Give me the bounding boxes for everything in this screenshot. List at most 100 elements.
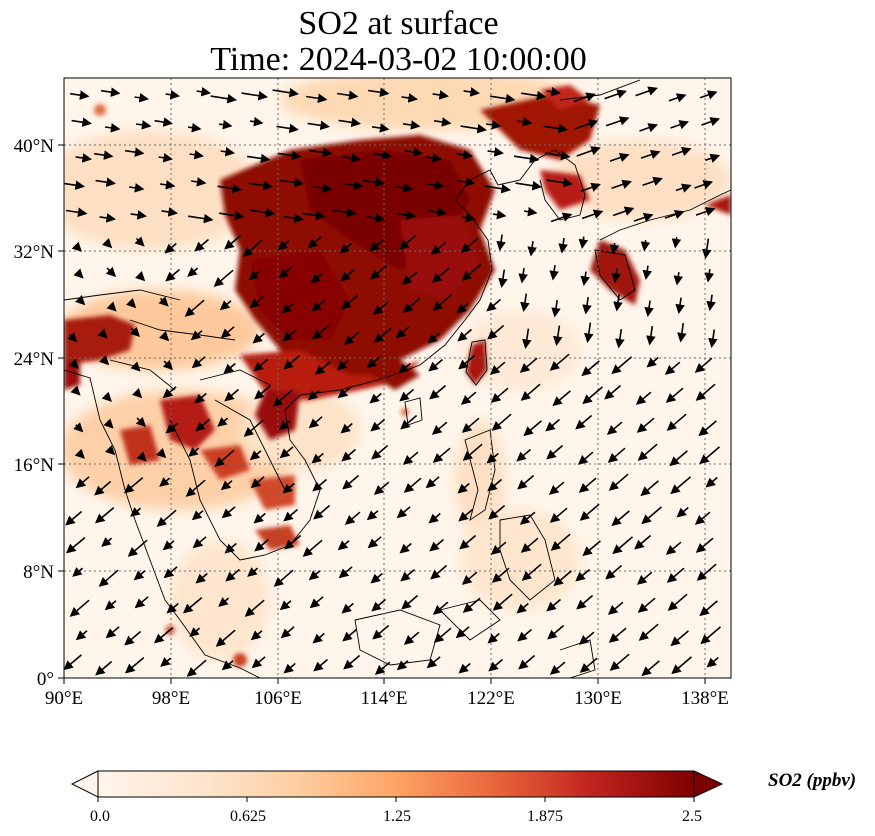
wind-vector: [272, 87, 299, 98]
wind-vector: [670, 476, 692, 495]
wind-vector: [429, 384, 447, 400]
wind-vector: [432, 293, 453, 311]
wind-vector: [162, 540, 175, 551]
wind-vector: [431, 267, 450, 283]
wind-vector: [369, 238, 385, 252]
axis-ticks: [58, 144, 706, 684]
wind-vector: [611, 356, 633, 375]
wind-vector: [490, 387, 509, 403]
wind-vector: [425, 153, 442, 163]
wind-vector: [584, 322, 594, 343]
wind-vector: [313, 504, 331, 520]
wind-vector: [487, 478, 503, 492]
so2-field: [64, 78, 731, 678]
map-frame: [63, 77, 732, 679]
wind-vector: [310, 272, 323, 284]
wind-vector: [702, 238, 712, 259]
wind-vector: [517, 474, 535, 490]
wind-vector: [191, 510, 204, 521]
wind-vector: [644, 300, 654, 317]
wind-vector: [489, 361, 506, 375]
wind-vector: [498, 269, 508, 288]
wind-vector: [156, 448, 167, 459]
wind-vector: [366, 510, 379, 521]
wind-vector: [281, 302, 294, 314]
wind-vector: [427, 332, 440, 344]
wind-vector: [611, 179, 632, 190]
wind-vector: [105, 445, 116, 456]
wind-vector: [95, 660, 113, 676]
wind-vector: [635, 86, 658, 97]
wind-vector: [604, 89, 627, 100]
wind-vector: [65, 207, 88, 218]
wind-vector: [165, 422, 178, 434]
wind-vector: [283, 354, 301, 370]
wind-vector: [301, 210, 326, 221]
wind-vector: [523, 206, 538, 217]
wind-vector: [546, 598, 562, 612]
wind-vector: [667, 593, 688, 611]
wind-vector: [374, 661, 391, 675]
wind-vector: [487, 632, 500, 644]
wind-vector: [162, 386, 177, 399]
wind-vector: [396, 660, 409, 671]
colorbar-extend-min: [70, 770, 99, 798]
wind-vector: [611, 510, 630, 527]
wind-vector: [519, 511, 536, 525]
wind-vector: [426, 180, 445, 190]
wind-vector: [305, 93, 328, 104]
wind-vector: [220, 480, 233, 491]
wind-vector: [428, 512, 441, 524]
wind-vector: [188, 447, 200, 457]
wind-vector: [134, 596, 149, 609]
wind-vector: [432, 447, 451, 463]
wind-vector: [485, 120, 502, 130]
wind-vector: [633, 212, 654, 223]
wind-vector: [340, 422, 353, 434]
wind-vector: [373, 150, 392, 160]
wind-vector: [272, 389, 293, 407]
wind-vector: [671, 656, 693, 675]
wind-vector: [605, 564, 623, 580]
lat-tick-label: 8°N: [23, 562, 54, 583]
wind-vector: [95, 177, 116, 187]
lon-tick-label: 90°E: [45, 688, 83, 709]
wind-vector: [549, 353, 570, 371]
wind-vector: [404, 147, 423, 157]
wind-vector: [75, 630, 88, 641]
wind-vector: [186, 659, 207, 677]
wind-vector: [132, 388, 143, 399]
wind-vector: [369, 392, 382, 404]
wind-vector: [190, 330, 203, 341]
wind-vector: [577, 451, 594, 465]
wind-vector: [215, 629, 236, 647]
wind-vector: [463, 87, 480, 97]
wind-vector: [308, 570, 321, 581]
wind-vector: [488, 504, 506, 520]
wind-vector: [69, 599, 90, 617]
wind-vector: [402, 297, 421, 313]
wind-vector: [218, 119, 233, 130]
wind-vector: [694, 357, 713, 373]
wind-vector: [516, 602, 529, 614]
wind-vector: [399, 388, 415, 402]
wind-vector: [308, 416, 323, 429]
wind-vector: [670, 120, 690, 130]
wind-vector: [636, 571, 653, 585]
wind-vector: [224, 542, 237, 554]
wind-vector: [241, 90, 268, 101]
wind-vector: [558, 237, 568, 254]
wind-vector: [673, 271, 684, 286]
wind-vector: [97, 328, 108, 339]
wind-vector: [491, 413, 512, 431]
wind-vector: [519, 357, 538, 373]
wind-vector: [74, 448, 85, 459]
wind-vector: [522, 328, 532, 349]
wind-vector: [194, 392, 207, 404]
wind-vector: [615, 328, 625, 349]
lat-tick-label: 32°N: [14, 242, 55, 263]
wind-vector: [549, 264, 559, 281]
wind-vector: [553, 325, 563, 346]
colorbar-tick-label: 0.625: [230, 808, 266, 825]
wind-vector: [573, 92, 596, 103]
